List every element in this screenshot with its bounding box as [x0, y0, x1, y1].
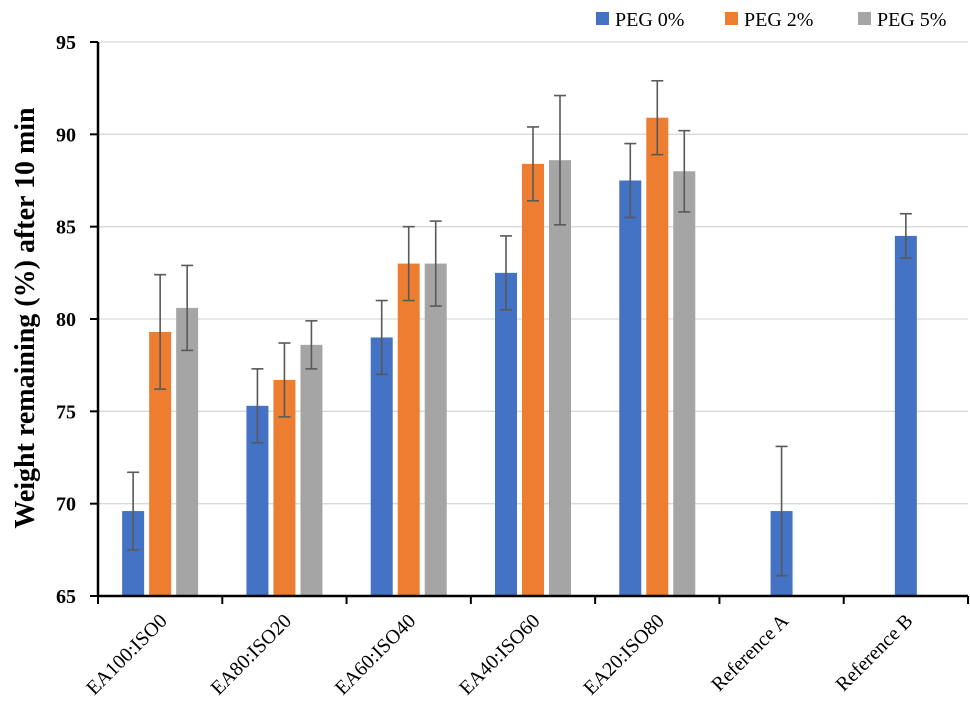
bar-peg-5--0	[176, 307, 199, 596]
legend-label: PEG 0%	[615, 9, 684, 31]
bar-peg-2--3	[522, 163, 544, 596]
x-tick-label: EA40:ISO60	[455, 610, 544, 699]
legend-label: PEG 2%	[744, 9, 813, 31]
x-tick-label: EA80:ISO20	[207, 610, 296, 699]
y-axis-label: Weight remaining (%) after 10 min	[10, 107, 41, 529]
y-tick-label: 65	[56, 586, 76, 608]
x-tick-labels: EA100:ISO0 EA80:ISO20 EA60:ISO40 EA40:ISO60…	[82, 610, 917, 700]
y-tick-label: 85	[56, 217, 76, 239]
bar-peg-5--1	[300, 344, 323, 596]
bar-peg-0--1	[246, 405, 269, 596]
legend-swatch	[858, 12, 871, 25]
x-tick-label: Reference B	[832, 610, 918, 696]
x-tick-label: EA20:ISO80	[579, 610, 668, 699]
bar-peg-0--6	[894, 235, 917, 596]
bar-peg-2--0	[149, 331, 172, 596]
bar-peg-0--0	[122, 511, 145, 596]
y-tick-label: 90	[56, 124, 76, 146]
bar-peg-0--3	[495, 272, 517, 596]
axes	[90, 41, 969, 604]
bars	[122, 117, 917, 597]
bar-peg-5--4	[673, 171, 696, 596]
x-tick-label: EA100:ISO0	[82, 610, 171, 699]
bar-peg-2--4	[646, 117, 669, 597]
legend-swatch	[596, 12, 609, 25]
bar-peg-5--2	[424, 263, 447, 596]
legend-swatch	[725, 12, 738, 25]
error-bars	[127, 79, 912, 577]
y-tick-label: 75	[56, 401, 76, 423]
bar-peg-2--1	[273, 379, 296, 596]
legend-label: PEG 5%	[877, 9, 946, 31]
bar-peg-0--2	[370, 337, 393, 596]
y-tick-labels: 65 70 75 80 85 90 95	[56, 32, 76, 608]
bar-peg-2--2	[397, 263, 420, 596]
bar-peg-5--3	[549, 160, 571, 597]
legend: PEG 0% PEG 2% PEG 5%	[596, 9, 946, 31]
y-tick-label: 70	[56, 494, 76, 516]
x-tick-label: EA60:ISO40	[331, 610, 420, 699]
y-tick-label: 80	[56, 309, 76, 331]
x-tick-label: Reference A	[707, 610, 793, 696]
bar-peg-0--4	[619, 180, 642, 596]
y-tick-label: 95	[56, 32, 76, 54]
